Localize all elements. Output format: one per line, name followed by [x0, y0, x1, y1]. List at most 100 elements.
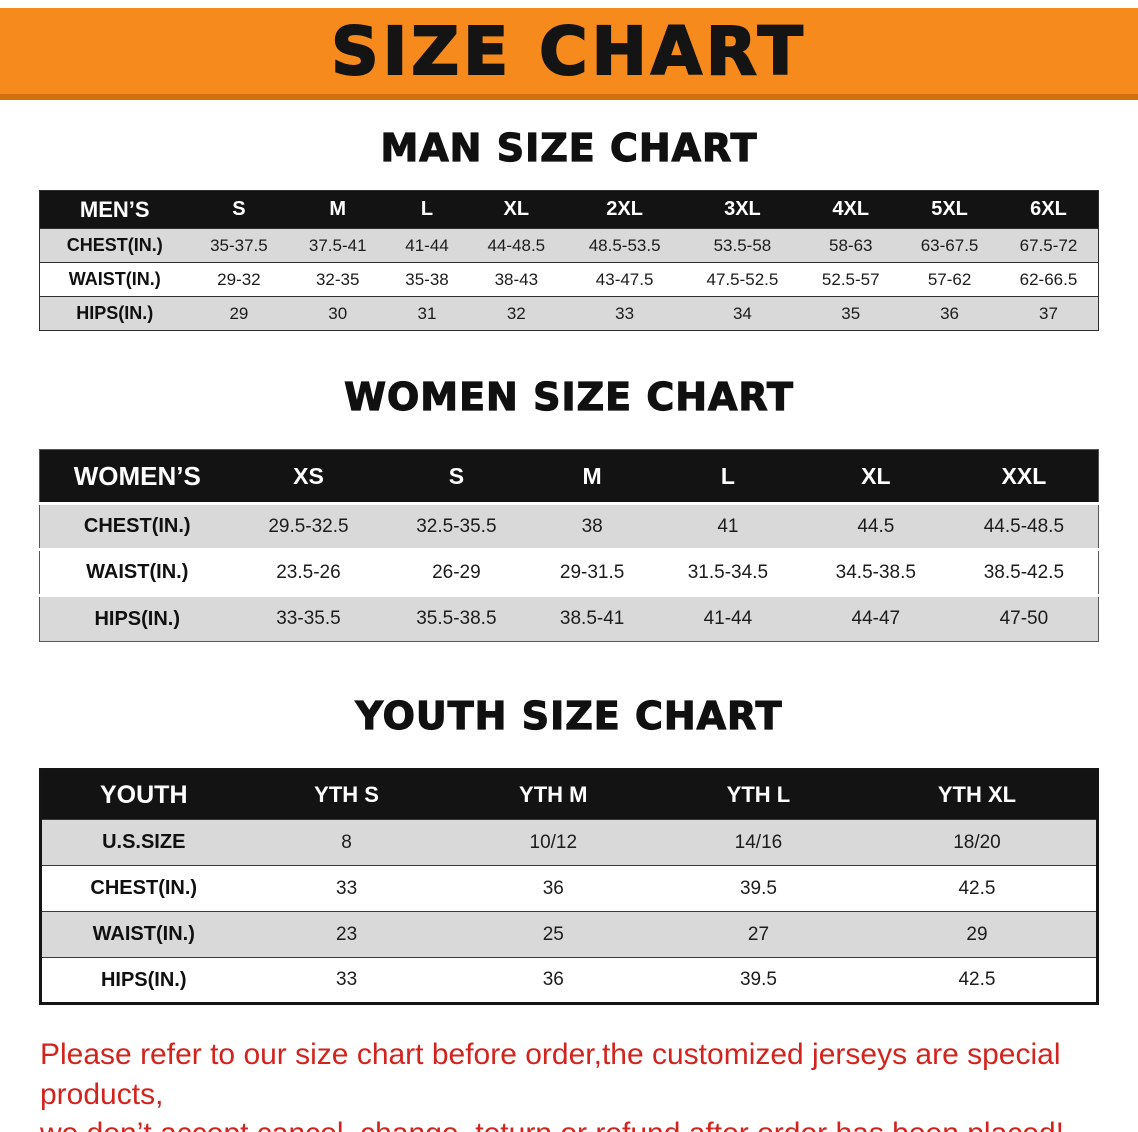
measurement-value-cell: 30 — [288, 296, 388, 331]
size-column-header: XS — [234, 449, 383, 504]
men-section-heading: MAN SIZE CHART — [380, 125, 758, 170]
measurement-label-cell: CHEST(IN.) — [39, 502, 235, 550]
measurement-value-cell: 37.5-41 — [288, 228, 388, 263]
men-section: MAN SIZE CHART MEN’S S M L XL 2XL 3XL 4XL 5XL 6XL… — [0, 125, 1138, 331]
youth-size-table: YOUTH YTH S YTH M YTH L YTH XL U.S.SIZE 8 10/12… — [39, 768, 1099, 1005]
size-column-header: S — [189, 190, 289, 229]
size-column-header: L — [653, 449, 802, 504]
measurement-value-cell: 31.5-34.5 — [653, 548, 802, 596]
measurement-value-cell: 32.5-35.5 — [382, 502, 531, 550]
table-title-cell: MEN’S — [39, 190, 190, 229]
measurement-row: CHEST(IN.) 29.5-32.5 32.5-35.5 38 41 44.5 44.5… — [39, 502, 1099, 550]
measurement-value-cell: 41-44 — [387, 228, 467, 263]
measurement-value-cell: 39.5 — [658, 957, 858, 1004]
measurement-value-cell: 52.5-57 — [801, 262, 901, 297]
measurement-value-cell: 29-31.5 — [530, 548, 654, 596]
measurement-value-cell: 35 — [801, 296, 901, 331]
measurement-label-cell: WAIST(IN.) — [39, 262, 190, 297]
measurement-value-cell: 33 — [245, 957, 448, 1004]
measurement-value-cell: 23.5-26 — [234, 548, 383, 596]
measurement-value-cell: 29.5-32.5 — [234, 502, 383, 550]
measurement-label-cell: WAIST(IN.) — [39, 548, 235, 596]
measurement-value-cell: 38-43 — [466, 262, 566, 297]
size-column-header: YTH S — [245, 769, 448, 820]
measurement-value-cell: 44-47 — [801, 594, 950, 642]
size-column-header: L — [387, 190, 467, 229]
measurement-label-cell: HIPS(IN.) — [40, 957, 246, 1004]
men-size-table: MEN’S S M L XL 2XL 3XL 4XL 5XL 6XL CHEST(IN.) 35-37… — [39, 190, 1099, 331]
measurement-value-cell: 35.5-38.5 — [382, 594, 531, 642]
measurement-value-cell: 44.5-48.5 — [949, 502, 1099, 550]
measurement-value-cell: 33 — [565, 296, 684, 331]
size-column-header: M — [288, 190, 388, 229]
measurement-value-cell: 41 — [653, 502, 802, 550]
measurement-value-cell: 67.5-72 — [998, 228, 1099, 263]
page-title: SIZE CHART — [330, 12, 807, 91]
size-column-header: YTH XL — [857, 769, 1098, 820]
measurement-row: WAIST(IN.) 23.5-26 26-29 29-31.5 31.5-34.5 34… — [39, 548, 1099, 596]
measurement-value-cell: 32 — [466, 296, 566, 331]
header-row: WOMEN’S XS S M L XL XXL — [39, 449, 1099, 504]
measurement-value-cell: 42.5 — [857, 865, 1098, 912]
measurement-value-cell: 34 — [683, 296, 802, 331]
measurement-value-cell: 35-37.5 — [189, 228, 289, 263]
measurement-value-cell: 38.5-42.5 — [949, 548, 1099, 596]
banner: SIZE CHART — [0, 8, 1138, 100]
measurement-value-cell: 38 — [530, 502, 654, 550]
size-column-header: 3XL — [683, 190, 802, 229]
measurement-value-cell: 10/12 — [447, 819, 659, 866]
table-title-cell: YOUTH — [40, 769, 246, 820]
measurement-value-cell: 8 — [245, 819, 448, 866]
measurement-value-cell: 36 — [447, 865, 659, 912]
measurement-value-cell: 53.5-58 — [683, 228, 802, 263]
header-row: MEN’S S M L XL 2XL 3XL 4XL 5XL 6XL — [39, 190, 1099, 229]
women-section: WOMEN SIZE CHART WOMEN’S XS S M L XL XXL CHEST(… — [0, 374, 1138, 642]
measurement-value-cell: 41-44 — [653, 594, 802, 642]
size-column-header: XL — [466, 190, 566, 229]
measurement-value-cell: 33-35.5 — [234, 594, 383, 642]
size-column-header: YTH L — [658, 769, 858, 820]
measurement-value-cell: 57-62 — [900, 262, 999, 297]
measurement-value-cell: 43-47.5 — [565, 262, 684, 297]
measurement-value-cell: 31 — [387, 296, 467, 331]
measurement-value-cell: 29 — [189, 296, 289, 331]
measurement-value-cell: 25 — [447, 911, 659, 958]
measurement-value-cell: 47.5-52.5 — [683, 262, 802, 297]
measurement-value-cell: 32-35 — [288, 262, 388, 297]
measurement-value-cell: 29-32 — [189, 262, 289, 297]
measurement-value-cell: 33 — [245, 865, 448, 912]
measurement-value-cell: 27 — [658, 911, 858, 958]
measurement-value-cell: 36 — [900, 296, 999, 331]
measurement-value-cell: 62-66.5 — [998, 262, 1099, 297]
size-column-header: 4XL — [801, 190, 901, 229]
measurement-value-cell: 42.5 — [857, 957, 1098, 1004]
measurement-value-cell: 14/16 — [658, 819, 858, 866]
measurement-label-cell: HIPS(IN.) — [39, 594, 235, 642]
disclaimer-line-1: Please refer to our size chart before or… — [40, 1038, 1061, 1111]
size-column-header: 5XL — [900, 190, 999, 229]
measurement-value-cell: 34.5-38.5 — [801, 548, 950, 596]
measurement-row: CHEST(IN.) 35-37.5 37.5-41 41-44 44-48.5 48.5… — [39, 228, 1099, 263]
measurement-value-cell: 48.5-53.5 — [565, 228, 684, 263]
size-column-header: XL — [801, 449, 950, 504]
women-section-heading: WOMEN SIZE CHART — [343, 374, 794, 419]
measurement-value-cell: 44.5 — [801, 502, 950, 550]
measurement-row: HIPS(IN.) 33 36 39.5 42.5 — [40, 957, 1098, 1004]
women-size-table: WOMEN’S XS S M L XL XXL CHEST(IN.) 29.5-32.5 32.5… — [39, 449, 1099, 642]
header-row: YOUTH YTH S YTH M YTH L YTH XL — [40, 769, 1098, 820]
size-column-header: XXL — [949, 449, 1099, 504]
measurement-value-cell: 63-67.5 — [900, 228, 999, 263]
measurement-label-cell: WAIST(IN.) — [40, 911, 246, 958]
measurement-value-cell: 26-29 — [382, 548, 531, 596]
measurement-value-cell: 38.5-41 — [530, 594, 654, 642]
measurement-value-cell: 36 — [447, 957, 659, 1004]
size-column-header: 6XL — [998, 190, 1099, 229]
measurement-value-cell: 47-50 — [949, 594, 1099, 642]
size-column-header: M — [530, 449, 654, 504]
measurement-row: WAIST(IN.) 29-32 32-35 35-38 38-43 43-47.5 47.… — [39, 262, 1099, 297]
measurement-value-cell: 18/20 — [857, 819, 1098, 866]
measurement-value-cell: 39.5 — [658, 865, 858, 912]
measurement-value-cell: 37 — [998, 296, 1099, 331]
measurement-label-cell: HIPS(IN.) — [39, 296, 190, 331]
